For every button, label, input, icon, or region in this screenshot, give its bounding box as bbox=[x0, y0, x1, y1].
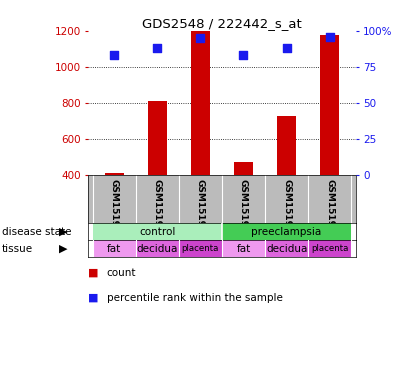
Text: ■: ■ bbox=[88, 293, 99, 303]
Bar bbox=[92, 223, 222, 240]
Point bbox=[111, 52, 118, 58]
Point bbox=[283, 45, 290, 51]
Text: GSM151955: GSM151955 bbox=[153, 179, 162, 240]
Bar bbox=[136, 240, 179, 257]
Bar bbox=[104, 173, 124, 175]
Title: GDS2548 / 222442_s_at: GDS2548 / 222442_s_at bbox=[142, 17, 302, 30]
Text: control: control bbox=[139, 227, 175, 237]
Text: GSM151959: GSM151959 bbox=[325, 179, 334, 240]
Text: ▶: ▶ bbox=[60, 227, 68, 237]
Bar bbox=[191, 31, 210, 175]
Text: ■: ■ bbox=[88, 268, 99, 278]
Point bbox=[197, 35, 204, 41]
Text: GSM151960: GSM151960 bbox=[110, 179, 119, 240]
Text: GSM151958: GSM151958 bbox=[196, 179, 205, 240]
Text: placenta: placenta bbox=[182, 244, 219, 253]
Bar bbox=[308, 240, 351, 257]
Bar bbox=[148, 101, 167, 175]
Bar bbox=[234, 162, 253, 175]
Text: count: count bbox=[107, 268, 136, 278]
Point bbox=[240, 52, 247, 58]
Bar bbox=[179, 240, 222, 257]
Point bbox=[154, 45, 161, 51]
Text: percentile rank within the sample: percentile rank within the sample bbox=[107, 293, 283, 303]
Text: fat: fat bbox=[236, 244, 251, 254]
Text: disease state: disease state bbox=[2, 227, 72, 237]
Text: fat: fat bbox=[107, 244, 121, 254]
Bar bbox=[320, 35, 339, 175]
Bar bbox=[222, 240, 265, 257]
Bar bbox=[92, 240, 136, 257]
Text: placenta: placenta bbox=[311, 244, 349, 253]
Bar bbox=[277, 116, 296, 175]
Bar bbox=[222, 223, 351, 240]
Text: decidua: decidua bbox=[266, 244, 307, 254]
Text: decidua: decidua bbox=[136, 244, 178, 254]
Text: ▶: ▶ bbox=[60, 244, 68, 254]
Text: tissue: tissue bbox=[2, 244, 33, 254]
Text: preeclampsia: preeclampsia bbox=[252, 227, 322, 237]
Text: GSM151957: GSM151957 bbox=[282, 179, 291, 240]
Point bbox=[326, 33, 333, 40]
Text: GSM151961: GSM151961 bbox=[239, 179, 248, 240]
Bar bbox=[265, 240, 308, 257]
